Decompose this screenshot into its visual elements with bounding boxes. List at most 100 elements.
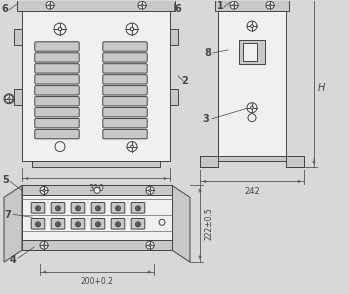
- Circle shape: [116, 206, 120, 211]
- Text: 6: 6: [174, 4, 181, 14]
- FancyBboxPatch shape: [103, 53, 147, 62]
- Bar: [286, 156, 304, 168]
- Text: 1: 1: [217, 1, 223, 11]
- Bar: [170, 29, 178, 45]
- Bar: [218, 156, 286, 161]
- Circle shape: [149, 244, 151, 246]
- FancyBboxPatch shape: [103, 64, 147, 73]
- Circle shape: [40, 186, 48, 194]
- FancyBboxPatch shape: [35, 53, 79, 62]
- FancyBboxPatch shape: [35, 118, 79, 128]
- Bar: [22, 186, 172, 250]
- Text: H: H: [318, 83, 325, 93]
- FancyBboxPatch shape: [91, 218, 105, 229]
- Circle shape: [49, 4, 51, 6]
- Circle shape: [149, 189, 151, 191]
- Circle shape: [94, 187, 100, 193]
- Text: 200+0.2: 200+0.2: [81, 277, 113, 286]
- Circle shape: [230, 1, 238, 9]
- FancyBboxPatch shape: [103, 86, 147, 95]
- Circle shape: [247, 21, 257, 31]
- Circle shape: [130, 27, 134, 31]
- FancyBboxPatch shape: [31, 218, 45, 229]
- FancyBboxPatch shape: [131, 203, 145, 213]
- Circle shape: [96, 222, 101, 227]
- Circle shape: [4, 94, 14, 104]
- Circle shape: [75, 206, 81, 211]
- FancyBboxPatch shape: [35, 96, 79, 106]
- Circle shape: [146, 241, 154, 249]
- FancyBboxPatch shape: [35, 129, 79, 139]
- FancyBboxPatch shape: [103, 129, 147, 139]
- Circle shape: [141, 4, 143, 6]
- FancyBboxPatch shape: [111, 203, 125, 213]
- FancyBboxPatch shape: [131, 218, 145, 229]
- Circle shape: [116, 222, 120, 227]
- Text: 5: 5: [3, 176, 9, 186]
- Bar: [22, 11, 170, 161]
- Circle shape: [138, 1, 146, 9]
- FancyBboxPatch shape: [103, 42, 147, 51]
- Circle shape: [57, 207, 59, 210]
- FancyBboxPatch shape: [31, 203, 45, 213]
- Bar: [170, 89, 178, 105]
- Circle shape: [36, 206, 40, 211]
- Text: 7: 7: [5, 210, 12, 220]
- FancyBboxPatch shape: [103, 108, 147, 117]
- Circle shape: [233, 4, 235, 6]
- FancyBboxPatch shape: [51, 218, 65, 229]
- Text: 242: 242: [244, 187, 260, 196]
- Text: 4: 4: [10, 255, 16, 265]
- Circle shape: [97, 207, 99, 210]
- Circle shape: [266, 1, 274, 9]
- FancyBboxPatch shape: [111, 218, 125, 229]
- Circle shape: [251, 106, 253, 109]
- Circle shape: [146, 186, 154, 194]
- Circle shape: [5, 95, 13, 103]
- Circle shape: [37, 223, 39, 225]
- FancyBboxPatch shape: [91, 203, 105, 213]
- Circle shape: [248, 114, 256, 122]
- Circle shape: [96, 206, 101, 211]
- Circle shape: [126, 23, 138, 35]
- Bar: [14, 89, 22, 105]
- Circle shape: [251, 25, 253, 27]
- Circle shape: [55, 206, 60, 211]
- FancyBboxPatch shape: [103, 75, 147, 84]
- FancyBboxPatch shape: [71, 218, 85, 229]
- Text: 6: 6: [2, 4, 8, 14]
- Circle shape: [117, 223, 119, 225]
- FancyBboxPatch shape: [35, 108, 79, 117]
- Circle shape: [57, 223, 59, 225]
- Polygon shape: [172, 186, 190, 262]
- FancyBboxPatch shape: [51, 203, 65, 213]
- Circle shape: [77, 223, 79, 225]
- FancyBboxPatch shape: [35, 64, 79, 73]
- Text: 3: 3: [203, 114, 209, 124]
- Circle shape: [269, 4, 271, 6]
- Circle shape: [55, 142, 65, 152]
- Circle shape: [8, 98, 10, 100]
- FancyBboxPatch shape: [35, 86, 79, 95]
- Circle shape: [40, 241, 48, 249]
- Bar: [239, 40, 265, 64]
- Bar: [32, 161, 160, 168]
- Circle shape: [36, 222, 40, 227]
- Circle shape: [75, 222, 81, 227]
- Circle shape: [43, 244, 45, 246]
- Circle shape: [77, 207, 79, 210]
- Bar: [22, 240, 172, 250]
- Circle shape: [159, 219, 165, 225]
- Bar: [14, 29, 22, 45]
- Circle shape: [54, 23, 66, 35]
- Circle shape: [127, 142, 137, 152]
- Text: 222±0.5: 222±0.5: [204, 207, 213, 240]
- Circle shape: [58, 27, 62, 31]
- Circle shape: [137, 223, 139, 225]
- Circle shape: [135, 206, 141, 211]
- Circle shape: [137, 207, 139, 210]
- Circle shape: [55, 222, 60, 227]
- Text: 310: 310: [88, 184, 104, 193]
- Bar: [243, 43, 257, 61]
- Text: 2: 2: [181, 76, 188, 86]
